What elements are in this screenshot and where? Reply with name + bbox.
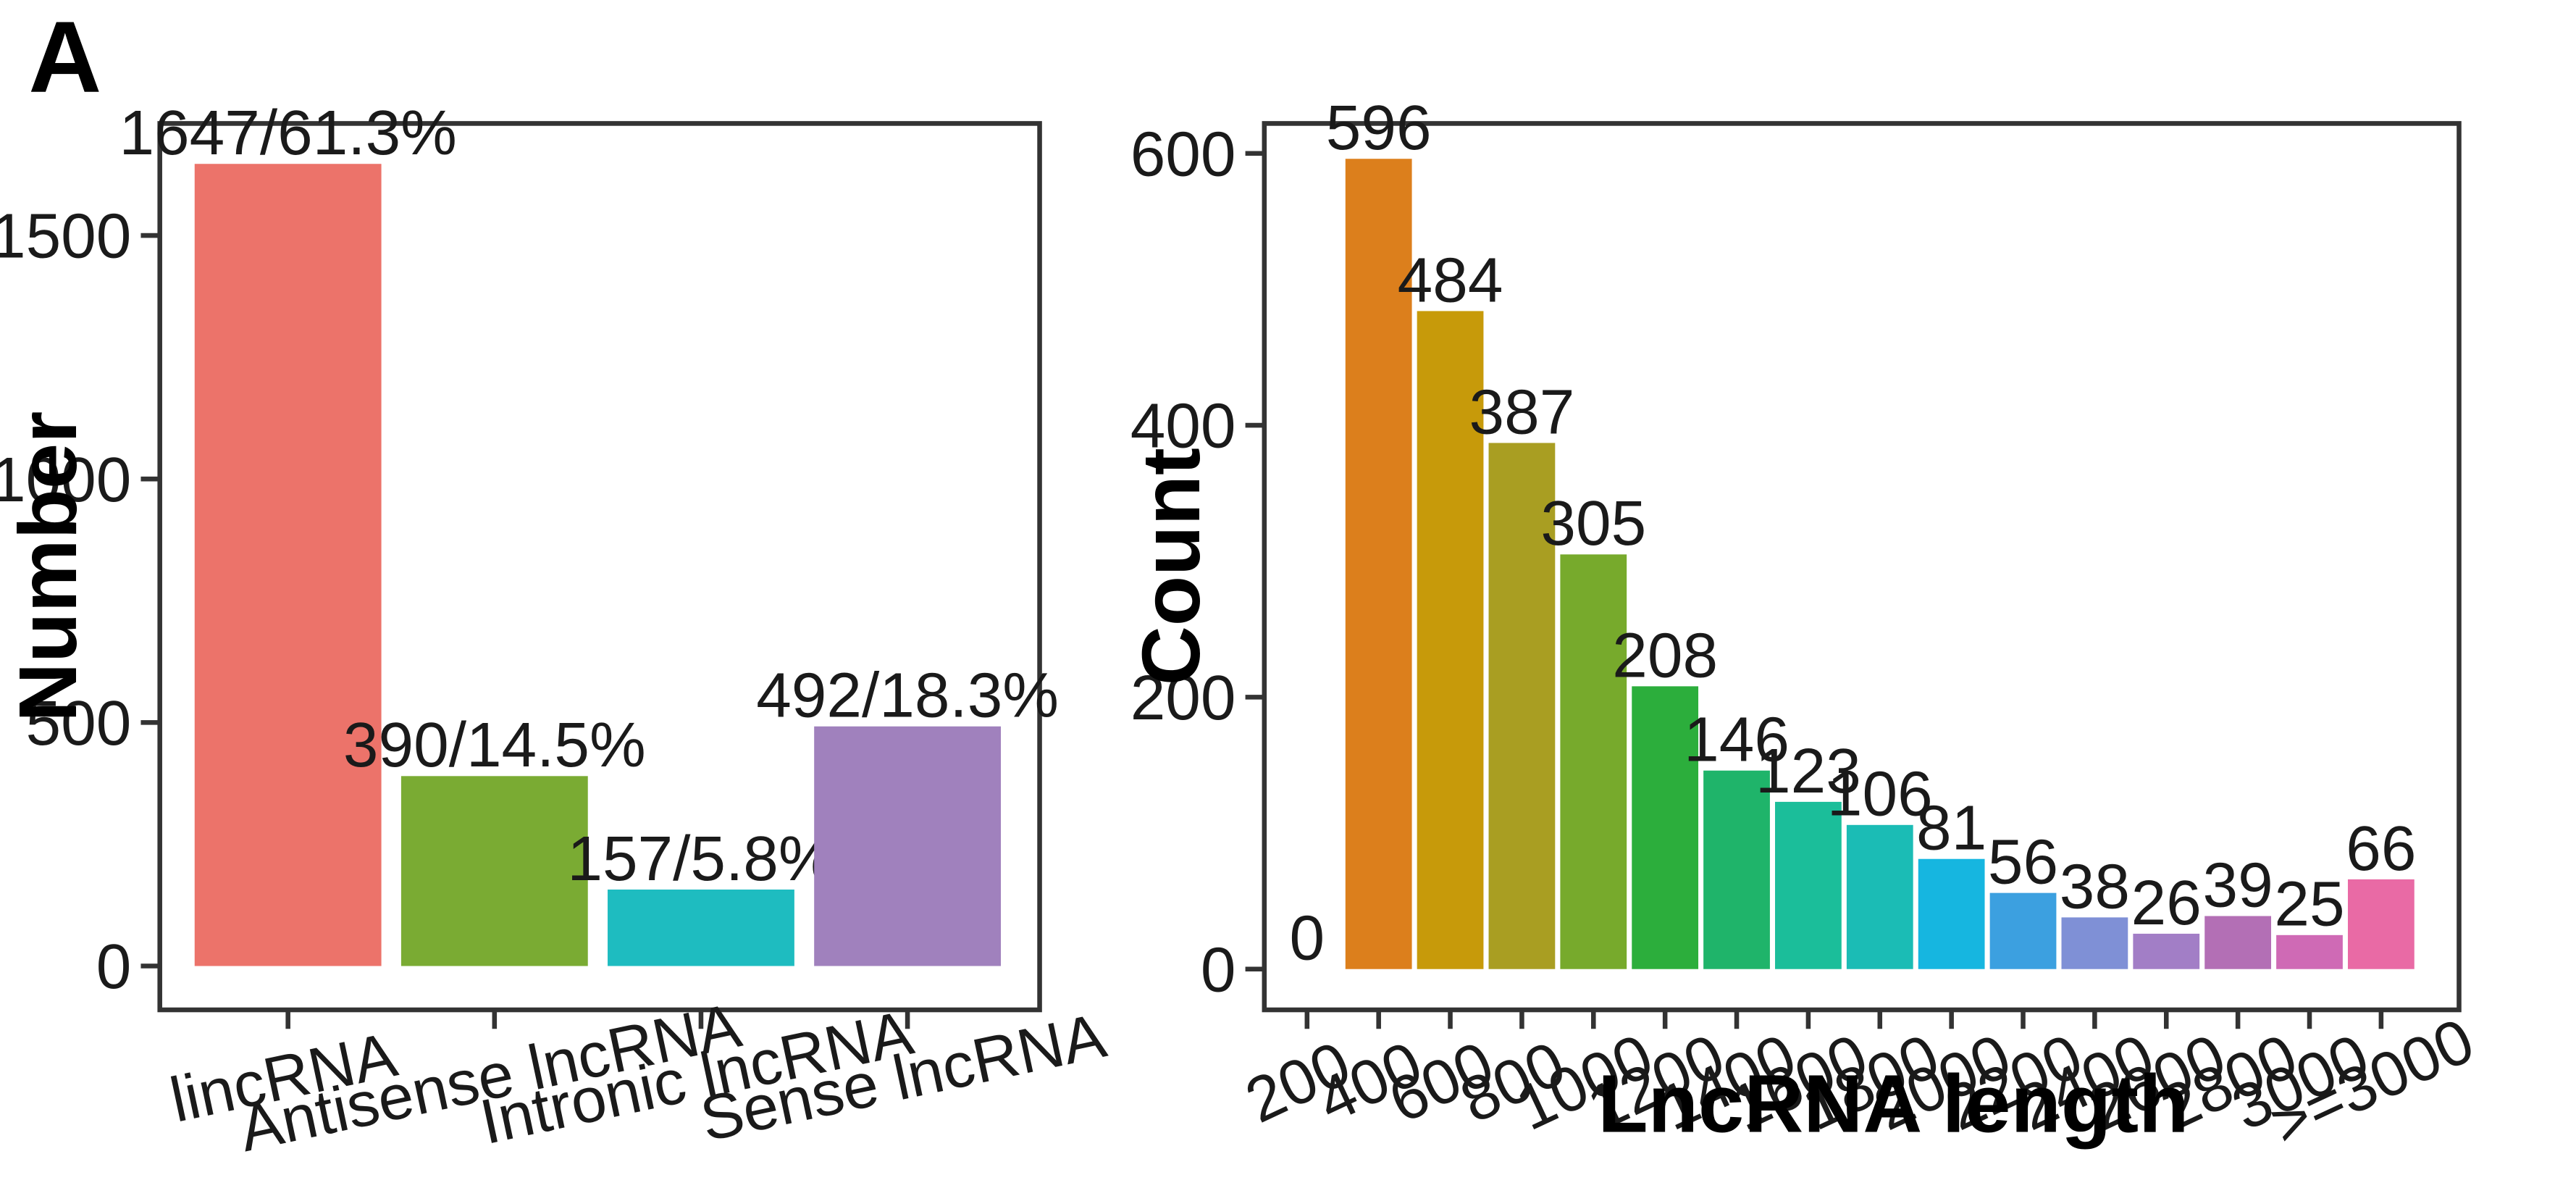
panel-a-ytick-label: 500 <box>26 687 132 758</box>
panel-a-chart: 0500100015001647/61.3%lincRNA390/14.5%An… <box>0 97 1112 1165</box>
panel-b-bar-7 <box>1775 801 1842 969</box>
panel-a-ytick-label: 1500 <box>0 201 131 272</box>
panel-a-data-label: 157/5.8% <box>567 823 834 894</box>
panel-b-bar-15 <box>2347 879 2415 969</box>
panel-b-ytick-label: 200 <box>1130 662 1236 733</box>
panel-b-data-label: 66 <box>2346 813 2416 884</box>
figure-scale-group: A B 0500100015001647/61.3%lincRNA390/14.… <box>0 0 2484 1165</box>
panel-b-x-axis-title: LncRNA length <box>1598 1058 2189 1150</box>
panel-b-ytick-label: 400 <box>1130 390 1236 461</box>
panel-b-data-label: 208 <box>1612 619 1718 690</box>
panel-b-bar-3 <box>1488 443 1556 969</box>
panel-b-bar-12 <box>2133 933 2200 969</box>
panel-b-data-label: 305 <box>1540 488 1646 559</box>
panel-b-data-label: 56 <box>1988 827 2058 898</box>
panel-b-data-label: 39 <box>2203 849 2273 920</box>
panel-a-bar-3 <box>814 726 1002 966</box>
panel-a-letter: A <box>28 0 101 114</box>
panel-b-data-label: 596 <box>1326 92 1432 163</box>
panel-b-data-label: 0 <box>1290 903 1325 974</box>
panel-b-bar-11 <box>2061 917 2128 969</box>
panel-b-bar-13 <box>2204 916 2272 969</box>
panel-a-bar-1 <box>400 776 588 966</box>
panel-a-y-axis-title: Number <box>2 411 94 722</box>
panel-b-bar-5 <box>1632 686 1699 969</box>
panel-a-ytick-label: 0 <box>96 931 132 1002</box>
panel-b-bar-14 <box>2276 934 2343 969</box>
panel-b-ytick-label: 600 <box>1130 118 1236 189</box>
panel-b-bar-8 <box>1846 824 1913 969</box>
panel-b-y-axis-title: Count <box>1125 448 1217 685</box>
panel-b-xtick-label: >=3000 <box>2260 1005 2484 1160</box>
panel-a-data-label: 492/18.3% <box>756 660 1059 731</box>
panel-b-data-label: 25 <box>2274 869 2344 940</box>
panel-b-data-label: 484 <box>1398 244 1503 315</box>
panel-a-data-label: 390/14.5% <box>343 709 646 780</box>
panel-a-plot-frame <box>157 121 1042 1013</box>
panel-b-bar-4 <box>1560 554 1627 969</box>
panel-b-chart: 0200400600020059640048460038780030510002… <box>1125 92 2484 1160</box>
panel-b-data-label: 387 <box>1469 376 1575 447</box>
panel-a-data-label: 1647/61.3% <box>119 97 456 168</box>
panel-a-bar-2 <box>608 889 794 966</box>
panel-b-bar-6 <box>1703 770 1770 969</box>
panel-b-bar-9 <box>1918 858 1985 969</box>
panel-b-data-label: 146 <box>1684 704 1790 775</box>
panel-b-bar-2 <box>1417 311 1484 969</box>
panel-a-bar-0 <box>194 164 382 966</box>
panel-b-bar-1 <box>1345 159 1412 969</box>
panel-b-data-label: 26 <box>2131 867 2202 938</box>
panel-b-data-label: 106 <box>1827 758 1933 829</box>
panel-b-data-label: 38 <box>2060 850 2130 921</box>
panel-b-data-label: 123 <box>1755 735 1861 806</box>
panel-b-ytick-label: 0 <box>1201 934 1236 1005</box>
panel-b-data-label: 81 <box>1916 793 1986 863</box>
panel-b-plot-frame <box>1262 121 2462 1013</box>
panel-a-ytick-label: 1000 <box>0 444 131 515</box>
panel-b-bar-10 <box>1989 892 2057 969</box>
